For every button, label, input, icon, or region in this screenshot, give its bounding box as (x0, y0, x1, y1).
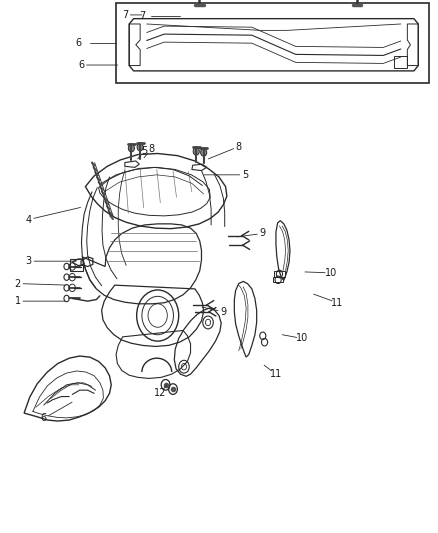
Text: 11: 11 (270, 369, 282, 379)
Bar (273, 277, 283, 282)
Text: 10: 10 (296, 334, 308, 343)
Text: 9: 9 (220, 307, 226, 317)
Circle shape (128, 144, 134, 152)
Text: 4: 4 (25, 215, 32, 224)
Text: 5: 5 (141, 147, 148, 156)
Text: 9: 9 (260, 229, 266, 238)
Text: 10: 10 (325, 268, 337, 278)
Text: 6: 6 (78, 60, 84, 70)
Text: 12: 12 (154, 389, 166, 398)
Bar (274, 271, 285, 277)
Circle shape (201, 149, 207, 156)
Bar (70, 259, 83, 271)
Circle shape (137, 143, 143, 151)
Text: 7: 7 (122, 10, 128, 20)
Text: 6: 6 (76, 38, 82, 47)
Text: 6: 6 (41, 414, 47, 423)
Text: 2: 2 (14, 279, 21, 288)
Bar (116, 3, 429, 83)
Text: 11: 11 (331, 298, 343, 308)
Text: 8: 8 (236, 142, 242, 151)
Text: 3: 3 (25, 256, 32, 266)
Text: 5: 5 (242, 170, 248, 180)
Circle shape (193, 148, 199, 155)
Text: 7: 7 (139, 11, 145, 21)
Text: 8: 8 (148, 144, 154, 154)
Text: 1: 1 (14, 296, 21, 306)
